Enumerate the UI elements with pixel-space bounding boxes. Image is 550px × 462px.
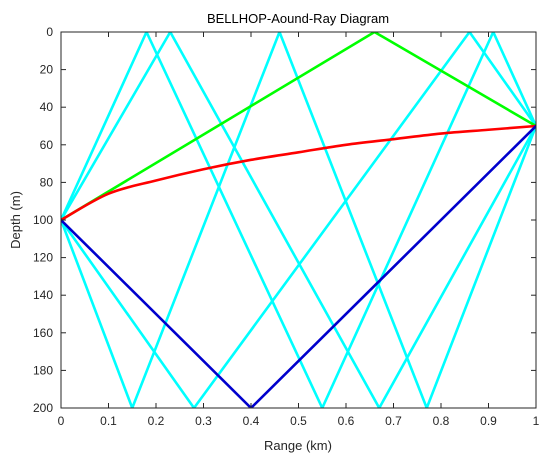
ray-line-3 <box>61 32 536 408</box>
x-tick-label: 0.2 <box>148 414 165 428</box>
y-axis-title: Depth (m) <box>8 191 23 249</box>
x-tick-label: 0.9 <box>480 414 497 428</box>
ray-line-4 <box>61 32 536 408</box>
y-tick-label: 0 <box>46 25 53 39</box>
y-tick-label: 140 <box>33 288 53 302</box>
y-tick-label: 160 <box>33 326 53 340</box>
chart-title: BELLHOP-Aound-Ray Diagram <box>207 11 389 26</box>
ray-line-5 <box>61 32 536 222</box>
x-tick-label: 0.1 <box>100 414 117 428</box>
y-tick-label: 20 <box>40 63 54 77</box>
x-tick-label: 0.8 <box>433 414 450 428</box>
y-tick-label: 180 <box>33 363 53 377</box>
x-tick-label: 0.3 <box>195 414 212 428</box>
y-tick-label: 100 <box>33 213 53 227</box>
x-tick-label: 0.4 <box>243 414 260 428</box>
ray-line-7 <box>61 124 536 408</box>
axes-layer: 0 0.1 0.2 0.3 0.4 0.5 0.6 0.7 0.8 0.9 1 0 20 40 60 80 10… <box>33 25 540 428</box>
x-tick-label: 0.6 <box>338 414 355 428</box>
ray-line-2 <box>61 32 536 408</box>
series-layer <box>61 32 536 408</box>
series-group <box>61 32 536 408</box>
ray-line-6 <box>61 124 536 222</box>
x-axis-title: Range (km) <box>264 438 332 453</box>
y-tick-label: 40 <box>40 100 54 114</box>
x-tick-label: 0.7 <box>385 414 402 428</box>
ray-line-1 <box>61 32 536 408</box>
x-tick-label: 1 <box>533 414 540 428</box>
x-tick-label: 0 <box>58 414 65 428</box>
x-tick-label: 0.5 <box>290 414 307 428</box>
y-tick-label: 80 <box>40 175 54 189</box>
y-tick-label: 60 <box>40 138 54 152</box>
y-tick-label: 120 <box>33 251 53 265</box>
y-tick-label: 200 <box>33 401 53 415</box>
